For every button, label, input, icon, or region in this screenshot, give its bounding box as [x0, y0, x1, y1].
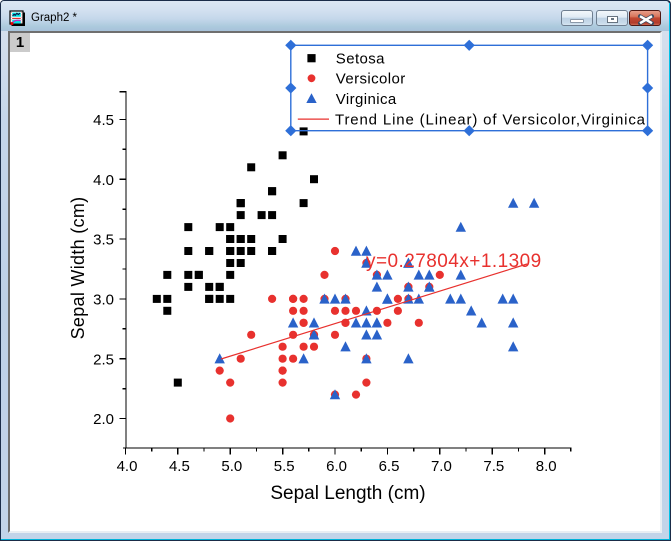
- svg-text:Trend Line (Linear) of Versico: Trend Line (Linear) of Versicolor,Virgin…: [335, 111, 646, 128]
- svg-text:4.0: 4.0: [93, 172, 114, 189]
- svg-text:6.5: 6.5: [379, 458, 400, 475]
- svg-text:2.0: 2.0: [93, 411, 114, 428]
- svg-text:Sepal Width (cm): Sepal Width (cm): [68, 197, 88, 340]
- svg-text:y=0.27804x+1.1309: y=0.27804x+1.1309: [366, 251, 542, 272]
- svg-text:5.0: 5.0: [221, 458, 242, 475]
- svg-text:7.0: 7.0: [431, 458, 452, 475]
- svg-text:4.5: 4.5: [169, 458, 190, 475]
- svg-text:Setosa: Setosa: [336, 51, 385, 68]
- svg-text:8.0: 8.0: [536, 458, 557, 475]
- svg-text:7.5: 7.5: [483, 458, 504, 475]
- svg-text:3.0: 3.0: [93, 292, 114, 309]
- svg-text:4.0: 4.0: [117, 458, 138, 475]
- svg-text:5.5: 5.5: [274, 458, 295, 475]
- svg-text:Versicolor: Versicolor: [336, 71, 406, 88]
- svg-text:6.0: 6.0: [326, 458, 347, 475]
- svg-text:2.5: 2.5: [93, 351, 114, 368]
- svg-text:Virginica: Virginica: [336, 91, 397, 108]
- svg-text:Sepal Length (cm): Sepal Length (cm): [270, 483, 425, 504]
- svg-text:4.5: 4.5: [93, 112, 114, 129]
- svg-text:3.5: 3.5: [93, 232, 114, 249]
